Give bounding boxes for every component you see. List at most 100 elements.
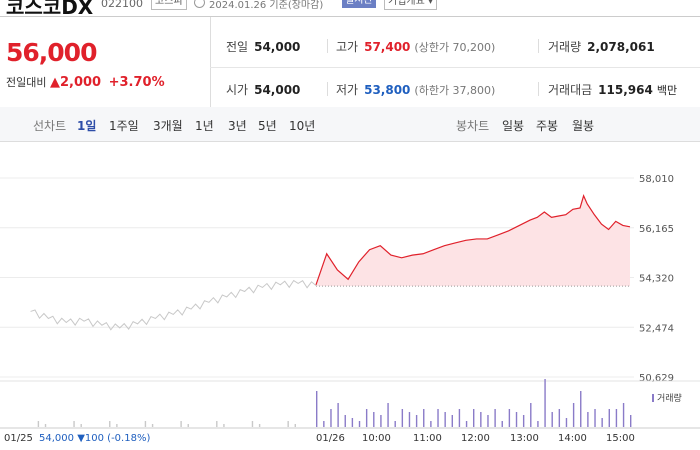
volume-legend: 거래량 [652, 392, 682, 404]
current-price: 56,000 [6, 38, 97, 67]
volume-bar [501, 421, 503, 427]
volume-bar [551, 412, 553, 427]
volume-bar [330, 409, 332, 427]
volume-bar [630, 415, 632, 427]
tab-1day[interactable]: 1일 [77, 119, 97, 133]
volume-bar [387, 403, 389, 427]
volume-bar [465, 421, 468, 427]
trade-amount: 거래대금 115,964 백만 [548, 83, 678, 97]
volume-bar [622, 403, 625, 427]
volume-bar [258, 424, 261, 427]
volume-bar [401, 409, 404, 427]
svg-text:거래량: 거래량 [657, 392, 682, 404]
volume-bar [187, 424, 189, 427]
change-label: 전일대비 [6, 76, 47, 89]
volume-bar [522, 415, 525, 427]
tab-daily[interactable]: 일봉 [502, 119, 525, 133]
volume-bar [116, 424, 118, 427]
volume-bar [530, 403, 532, 427]
x-tick-label: 10:00 [362, 433, 391, 444]
volume-bar [444, 412, 446, 427]
high-price: 고가 57,400 (상한가 70,200) [336, 40, 496, 54]
tab-1week[interactable]: 1주일 [109, 119, 139, 133]
prev-day-line [30, 279, 317, 331]
x-tick-label: 15:00 [606, 433, 635, 444]
tab-weekly[interactable]: 주봉 [536, 119, 559, 133]
volume-bar [565, 418, 568, 427]
volume-bar [109, 421, 111, 427]
volume-bar [337, 403, 339, 427]
volume-bar [373, 412, 375, 427]
volume-bar [44, 424, 47, 427]
line-chart-label: 선차트 [33, 119, 67, 133]
realtime-button[interactable]: 실시간 [342, 0, 376, 8]
volume-bar [223, 424, 225, 427]
tab-10year[interactable]: 10년 [289, 119, 316, 133]
volume-bar [380, 415, 382, 427]
volume-bar [423, 409, 425, 427]
volume-bar [601, 418, 603, 427]
price-change: 전일대비 ▲2,000 +3.70% [6, 74, 165, 90]
volume-bar [294, 424, 296, 427]
volume-bar [316, 391, 318, 427]
x-tick-label: 01/26 [316, 433, 345, 444]
volume-bar [144, 421, 147, 427]
volume-bar [394, 421, 396, 427]
tab-1year[interactable]: 1년 [195, 119, 214, 133]
volume-bar [615, 409, 618, 427]
volume-bar [344, 415, 346, 427]
volume-bar [580, 391, 582, 427]
change-amount: ▲2,000 [49, 75, 102, 90]
y-tick-label: 50,629 [639, 373, 674, 384]
y-tick-label: 56,165 [639, 224, 674, 235]
x-tick-label: 14:00 [558, 433, 587, 444]
volume-bar [558, 409, 561, 427]
prev-summary: 01/25 54,000 ▼100 (-0.18%) [4, 433, 151, 444]
volume-bar [37, 421, 40, 427]
divider [210, 67, 700, 68]
volume-bar [480, 412, 482, 427]
stock-code: 022100 [101, 0, 143, 10]
volume-bar [151, 424, 154, 427]
x-tick-label: 11:00 [413, 433, 442, 444]
company-info-button[interactable]: 기업개요 ▾ [384, 0, 437, 10]
volume-bar [251, 421, 254, 427]
tab-3month[interactable]: 3개월 [153, 119, 183, 133]
volume-bar [80, 424, 82, 427]
chart-tabs: 선차트 1일 1주일 3개월 1년 3년 5년 10년 봉차트 일봉 주봉 월봉 [0, 107, 700, 142]
volume-bar [587, 412, 589, 427]
volume-bar [365, 409, 368, 427]
volume-bar [608, 409, 610, 427]
volume-bar [451, 415, 453, 427]
volume-bar [323, 421, 325, 427]
volume-bar [351, 418, 354, 427]
quote-panel: 56,000 전일대비 ▲2,000 +3.70% 전일 54,000 고가 57,… [0, 16, 700, 108]
candle-chart-label: 봉차트 [456, 119, 490, 133]
y-tick-label: 58,010 [639, 174, 674, 185]
volume-bar [73, 421, 75, 427]
volume-bar [515, 412, 518, 427]
volume-bar [180, 421, 182, 427]
prev-close: 전일 54,000 [226, 40, 301, 54]
y-tick-label: 52,474 [639, 323, 674, 334]
stock-header: 코스코DX 022100 코스피 2024.01.26 기준(장마감) 실시간 … [0, 0, 700, 19]
y-tick-label: 54,320 [639, 274, 674, 285]
clock-icon [194, 0, 205, 8]
tab-3year[interactable]: 3년 [228, 119, 247, 133]
price-chart: 58,010 56,165 54,320 52,474 50,629 거래량 [0, 174, 700, 429]
price-line [315, 194, 631, 285]
volume-bar [415, 415, 418, 427]
volume-bar [537, 421, 539, 427]
market-badge: 코스피 [151, 0, 187, 10]
divider [210, 17, 211, 107]
volume-bar [408, 412, 411, 427]
tab-5year[interactable]: 5년 [258, 119, 277, 133]
volume-bar [572, 403, 575, 427]
base-date: 2024.01.26 기준(장마감) [209, 0, 324, 11]
price-area [316, 195, 630, 287]
change-percent: +3.70% [108, 75, 165, 90]
volume-bar [473, 409, 475, 427]
volume-bar [487, 415, 489, 427]
low-price: 저가 53,800 (하한가 37,800) [336, 83, 496, 97]
tab-monthly[interactable]: 월봉 [572, 119, 595, 133]
